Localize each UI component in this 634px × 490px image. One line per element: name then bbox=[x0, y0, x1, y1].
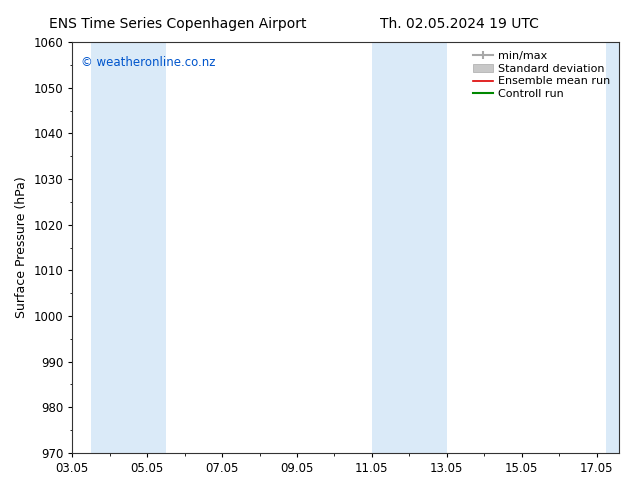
Text: ENS Time Series Copenhagen Airport: ENS Time Series Copenhagen Airport bbox=[49, 17, 306, 31]
Bar bbox=[606, 42, 634, 453]
Bar bbox=[372, 42, 400, 453]
Text: Th. 02.05.2024 19 UTC: Th. 02.05.2024 19 UTC bbox=[380, 17, 539, 31]
Bar bbox=[400, 42, 447, 453]
Bar bbox=[91, 42, 119, 453]
Y-axis label: Surface Pressure (hPa): Surface Pressure (hPa) bbox=[15, 176, 28, 318]
Legend: min/max, Standard deviation, Ensemble mean run, Controll run: min/max, Standard deviation, Ensemble me… bbox=[470, 48, 614, 102]
Bar bbox=[119, 42, 166, 453]
Text: © weatheronline.co.nz: © weatheronline.co.nz bbox=[81, 56, 215, 70]
